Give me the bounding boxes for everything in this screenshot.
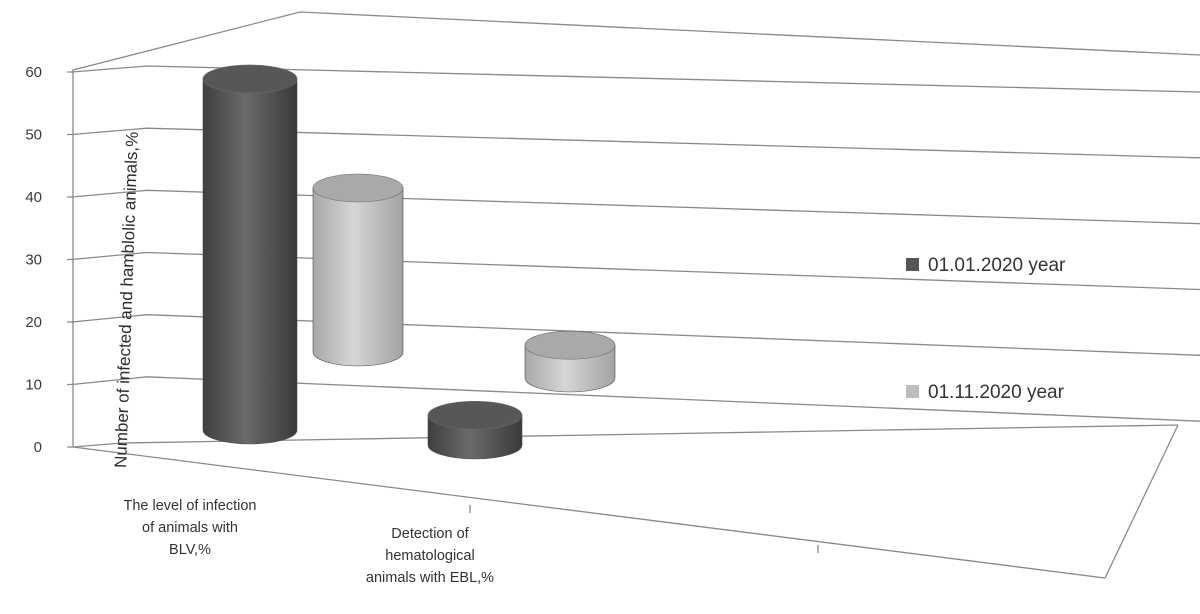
bars	[202, 64, 616, 460]
y-tick-label: 10	[25, 377, 42, 394]
bar	[524, 330, 616, 393]
y-tick-label: 40	[25, 189, 42, 206]
bar	[312, 173, 404, 367]
gridlines	[71, 65, 1200, 422]
y-tick-label: 30	[25, 252, 42, 269]
legend-item: 01.01.2020 year	[906, 255, 1066, 276]
bar	[202, 64, 298, 445]
x-category-label: Detection of hematological animals with EB…	[366, 526, 494, 586]
y-axis-label: Number of infected and hamblolic animals…	[111, 131, 142, 468]
y-tick-label: 60	[25, 64, 42, 81]
legend-swatch	[906, 385, 919, 398]
x-category-label: The level of infection of animals with BLV…	[124, 498, 257, 558]
y-tick-label: 20	[25, 314, 42, 331]
x-axis-categories: The level of infection of animals with BLV…	[124, 498, 495, 586]
bar	[427, 400, 523, 460]
legend-swatch	[906, 258, 919, 271]
plot-frame	[72, 11, 1200, 579]
y-tick-label: 50	[25, 127, 42, 144]
legend-label: 01.11.2020 year	[928, 382, 1065, 403]
y-axis-ticks: 0 10 20 30 40 50 60	[25, 64, 73, 456]
y-tick-label: 0	[34, 439, 42, 456]
legend: 01.01.2020 year 01.11.2020 year	[906, 255, 1066, 403]
legend-label: 01.01.2020 year	[928, 255, 1066, 276]
legend-item: 01.11.2020 year	[906, 382, 1065, 403]
